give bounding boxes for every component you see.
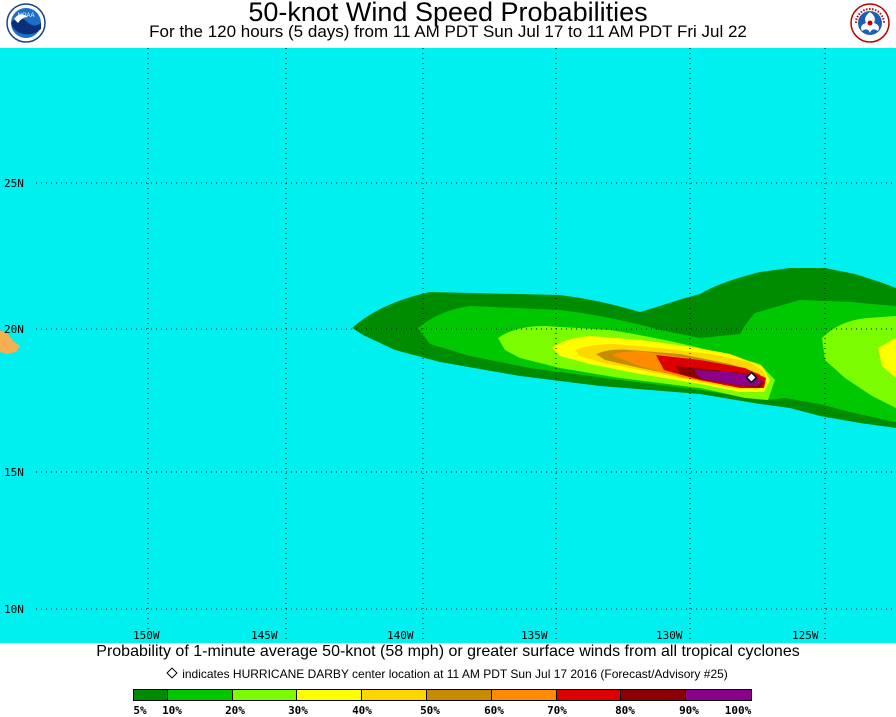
legend-label: 5%	[133, 704, 147, 717]
lon-label-145w: 145W	[251, 629, 278, 642]
legend-swatch-80-90	[621, 690, 687, 700]
lon-label-140w: 140W	[387, 629, 414, 642]
legend-label: 30%	[288, 704, 308, 717]
legend-label: 40%	[352, 704, 372, 717]
storm-note-text: indicates HURRICANE DARBY center locatio…	[182, 667, 728, 681]
legend-label: 90%	[679, 704, 699, 717]
storm-marker-key-icon	[166, 667, 178, 679]
lat-label-15n: 15N	[4, 466, 24, 479]
legend-swatch-20-30	[232, 690, 298, 700]
lat-lon-grid	[36, 48, 896, 643]
legend-label: 10%	[162, 704, 182, 717]
legend-label: 100%	[724, 704, 752, 717]
legend-swatch-90-100	[686, 690, 752, 700]
hurricane-center-marker	[745, 371, 758, 384]
lon-label-135w: 135W	[521, 629, 548, 642]
contour-90pct	[694, 370, 762, 386]
page-title: 50-knot Wind Speed Probabilities	[248, 0, 648, 27]
probability-map: 25N 20N 15N 10N 150W 145W 140W 135W 130W…	[0, 48, 896, 643]
footer: Probability of 1-minute average 50-knot …	[0, 643, 896, 717]
legend-labels: 5% 10% 20% 30% 40% 50% 60% 70% 80% 90% 1…	[0, 704, 896, 717]
svg-text:NOAA: NOAA	[17, 13, 34, 19]
color-legend	[133, 689, 752, 701]
legend-swatch-30-40	[297, 690, 363, 700]
lat-label-25n: 25N	[4, 177, 24, 190]
noaa-logo: NOAA	[6, 3, 46, 43]
storm-note: indicates HURRICANE DARBY center locatio…	[0, 667, 896, 681]
legend-swatch-70-80	[556, 690, 622, 700]
legend-swatch-5-10	[134, 690, 168, 700]
lon-label-130w: 130W	[656, 629, 683, 642]
legend-swatch-10-20	[167, 690, 233, 700]
lat-label-10n: 10N	[4, 603, 24, 616]
legend-swatch-40-50	[362, 690, 428, 700]
legend-label: 50%	[420, 704, 440, 717]
page-subtitle: For the 120 hours (5 days) from 11 AM PD…	[149, 22, 747, 41]
legend-label: 80%	[615, 704, 635, 717]
nws-logo	[850, 3, 890, 43]
header: NOAA 50-knot Wind Speed Probabilities Fo…	[0, 0, 896, 48]
lat-label-20n: 20N	[4, 323, 24, 336]
probability-contours	[352, 268, 896, 428]
legend-label: 60%	[484, 704, 504, 717]
lon-label-125w: 125W	[792, 629, 819, 642]
hawaii-island	[0, 330, 20, 354]
legend-label: 20%	[225, 704, 245, 717]
legend-swatch-60-70	[491, 690, 557, 700]
legend-swatch-50-60	[427, 690, 492, 700]
legend-label: 70%	[547, 704, 567, 717]
lon-label-150w: 150W	[133, 629, 160, 642]
map-caption: Probability of 1-minute average 50-knot …	[96, 643, 800, 660]
